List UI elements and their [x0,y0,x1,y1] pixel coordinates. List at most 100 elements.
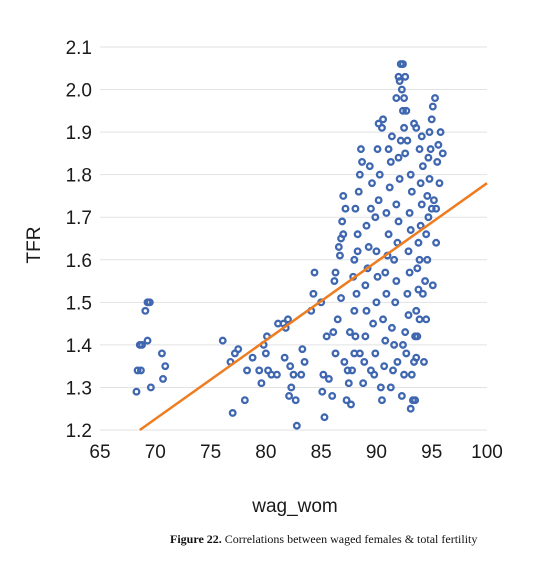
data-point [337,294,345,303]
data-point [401,328,410,337]
data-point [291,396,300,405]
data-point [420,357,428,366]
y-axis-ticks: 1.2 1.3 1.4 1.5 1.6 1.7 1.8 1.9 2.0 2.1 [66,38,93,442]
data-point [371,349,380,358]
data-point [417,132,426,141]
data-point [364,243,373,251]
data-point [145,298,154,307]
data-point [297,370,306,379]
data-point [425,174,434,183]
data-point [404,247,413,256]
data-point [373,145,382,154]
x-tick-label: 80 [255,442,276,463]
data-point [248,353,257,362]
data-point [425,128,434,137]
data-point [350,306,359,315]
data-point [436,128,445,137]
data-point [298,345,307,354]
data-point [414,238,423,247]
data-point [401,149,410,158]
data-point [243,366,252,375]
data-point [428,281,437,290]
y-tick-label: 1.4 [66,336,93,357]
data-point [423,255,432,264]
data-point [375,170,384,179]
data-point [415,255,424,264]
data-point [406,226,415,234]
data-point [372,247,381,256]
data-point [350,255,359,264]
data-point [351,332,360,341]
data-point [399,340,407,349]
data-point [416,221,425,230]
data-point [353,230,362,239]
x-tick-label: 65 [89,442,110,463]
data-point [435,179,444,188]
y-tick-label: 1.2 [66,421,92,442]
y-tick-label: 1.7 [66,208,92,229]
y-tick-label: 1.6 [66,251,92,272]
data-point [355,170,364,179]
data-point [385,183,394,192]
data-point [417,200,426,209]
data-point [157,349,166,358]
trendline [139,182,488,432]
data-point [414,285,423,294]
data-point [432,238,441,247]
data-point [141,306,150,315]
data-point [143,336,152,345]
data-point [411,396,420,405]
x-tick-label: 95 [421,442,442,463]
figure-caption: Figure 22. Correlations between waged fe… [170,532,550,547]
data-point [319,370,328,379]
data-point [318,387,327,396]
data-point [161,362,170,371]
data-point [353,247,362,256]
data-point [366,204,375,213]
data-point [363,264,372,273]
data-point [413,264,422,273]
data-point [343,366,352,375]
data-point [424,153,433,162]
data-point [404,311,413,320]
data-point [391,298,400,307]
data-point [426,145,435,154]
data-point [399,106,407,115]
data-point [361,281,370,290]
data-point [394,153,403,162]
data-point [331,268,340,277]
data-point [138,340,146,349]
x-tick-label: 100 [471,442,503,463]
data-point [418,162,427,171]
data-point [234,345,243,354]
data-point [257,379,266,388]
data-point [392,94,401,103]
data-point [372,298,381,307]
y-tick-label: 2.1 [66,38,92,59]
data-point [362,306,371,315]
data-point [218,336,227,345]
data-point [390,255,399,264]
data-point [395,174,404,183]
data-point [424,213,433,222]
data-point [292,421,301,430]
data-point [405,268,414,277]
y-axis-title: TFR [24,227,45,264]
data-point [386,157,395,166]
data-point [378,396,386,405]
data-point [334,243,343,251]
data-point [400,123,409,132]
data-point [427,115,436,124]
data-point [406,170,415,179]
data-point [320,413,329,422]
data-point [381,268,390,277]
data-point [384,230,393,239]
data-point [255,366,264,375]
data-point [394,217,403,226]
data-point [379,315,388,324]
data-point [329,328,338,337]
data-point [412,306,421,315]
data-point [228,409,237,417]
x-tick-label: 85 [311,442,332,463]
